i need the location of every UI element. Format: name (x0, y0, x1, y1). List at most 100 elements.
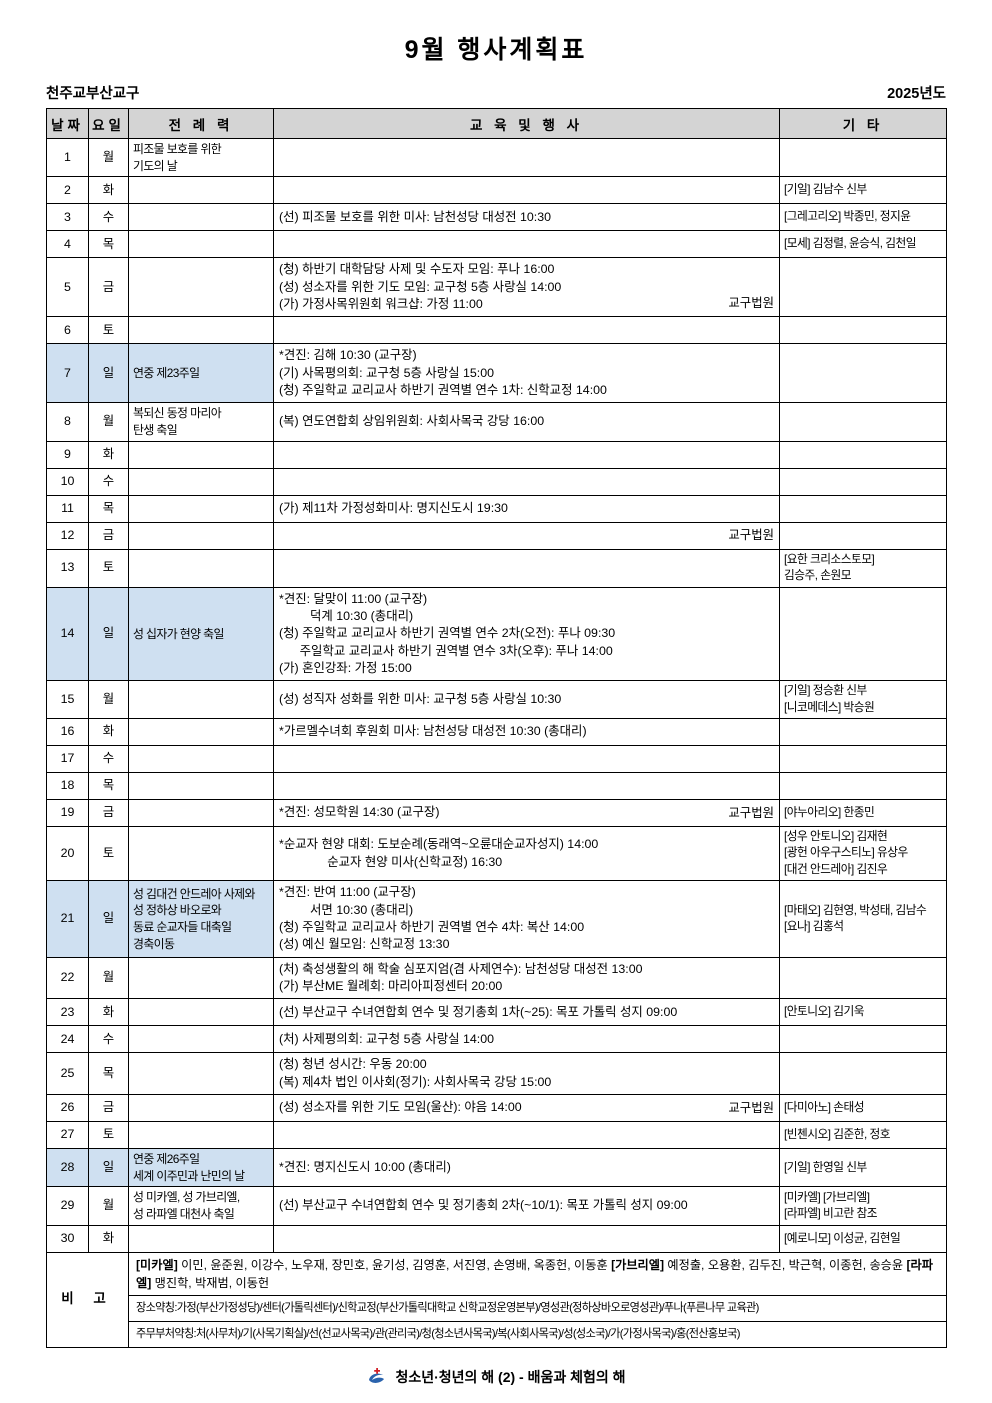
day-cell: 토 (88, 316, 129, 345)
liturgy-cell (128, 680, 274, 720)
day-cell: 월 (88, 137, 129, 178)
etc-cell: [성우 안토니오] 김재현 [광헌 아우구스티노] 유상우 [대건 안드레아] 김진… (779, 826, 947, 882)
page-footer: 청소년·청년의 해 (2) - 배움과 체험의 해 (46, 1366, 946, 1388)
events-cell (273, 440, 780, 469)
liturgy-cell: 성 김대건 안드레아 사제와 성 정하상 바오로와 동료 순교자들 대축일 경축이동 (128, 880, 274, 958)
date-cell: 8 (46, 402, 89, 442)
remarks-names: [미카엘] 이민, 윤준원, 이강수, 노우재, 장민호, 윤기성, 김영훈, … (129, 1253, 946, 1297)
date-cell: 19 (46, 799, 89, 828)
etc-line: [다미아노] 손태성 (784, 1100, 865, 1114)
liturgy-cell: 성 십자가 현양 축일 (128, 586, 274, 682)
table-row: 26 금 (성) 성소자를 위한 기도 모임(울산): 야음 14:00 교구법원… (46, 1094, 947, 1123)
liturgy-cell (128, 203, 274, 232)
table-row: 29 월 성 미카엘, 성 가브리엘, 성 라파엘 대천사 축일 (선) 부산교구… (46, 1186, 947, 1226)
remarks-row: 비 고 [미카엘] 이민, 윤준원, 이강수, 노우재, 장민호, 윤기성, 김… (46, 1251, 947, 1348)
event-line: (처) 사제평의회: 교구청 5층 사랑실 14:00 (279, 1031, 494, 1046)
events-cell: (가) 제11차 가정성화미사: 명지신도시 19:30 (273, 494, 780, 523)
etc-cell (779, 772, 947, 801)
date-cell: 26 (46, 1094, 89, 1123)
etc-line: [성우 안토니오] 김재현 (784, 830, 888, 844)
table-row: 4 목 [모세] 김정렬, 윤승식, 김천일 (46, 230, 947, 259)
table-row: 15 월 (성) 성직자 성화를 위한 미사: 교구청 5층 사랑실 10:30… (46, 680, 947, 720)
date-cell: 28 (46, 1148, 89, 1188)
liturgy-line: 세계 이주민과 난민의 날 (133, 1168, 245, 1183)
events-cell: (청) 청년 성시간: 우동 20:00 (복) 제4차 법인 이사회(정기): … (273, 1052, 780, 1096)
table-header-row: 날짜 요일 전 례 력 교 육 및 행 사 기 타 (46, 108, 947, 139)
etc-line: [미카엘] [가브리엘] (784, 1190, 870, 1204)
date-cell: 1 (46, 137, 89, 178)
liturgy-line: 성 미카엘, 성 가브리엘, (133, 1190, 240, 1205)
day-cell: 수 (88, 467, 129, 496)
etc-cell (779, 137, 947, 178)
day-cell: 목 (88, 494, 129, 523)
table-row: 5 금 (청) 하반기 대학담당 사제 및 수도자 모임: 푸나 16:00 (성… (46, 257, 947, 318)
table-row: 25 목 (청) 청년 성시간: 우동 20:00 (복) 제4차 법인 이사회(… (46, 1052, 947, 1096)
day-cell: 수 (88, 745, 129, 774)
liturgy-line: 피조물 보호를 위한 (133, 142, 222, 156)
diocese-name: 천주교부산교구 (46, 86, 140, 102)
events-cell: *견진: 성모학원 14:30 (교구장) 교구법원 (273, 799, 780, 828)
event-line: (선) 부산교구 수녀연합회 연수 및 정기총회 2차(~10/1): 목포 가… (279, 1198, 688, 1213)
events-cell: (청) 하반기 대학담당 사제 및 수도자 모임: 푸나 16:00 (성) 성소… (273, 257, 780, 318)
table-row: 17 수 (46, 745, 947, 774)
day-cell: 일 (88, 1148, 129, 1188)
etc-cell: [안토니오] 김기욱 (779, 998, 947, 1027)
etc-cell (779, 718, 947, 747)
events-cell: (선) 피조물 보호를 위한 미사: 남천성당 대성전 10:30 (273, 203, 780, 232)
events-cell: (처) 축성생활의 해 학술 심포지엄(겸 사제연수): 남천성당 대성전 13… (273, 956, 780, 1000)
diocese-logo (369, 1367, 385, 1383)
liturgy-line: 성 십자가 현양 축일 (133, 626, 224, 641)
day-cell: 토 (88, 548, 129, 588)
events-cell (273, 548, 780, 588)
event-line: (가) 가정사목위원회 워크샵: 가정 11:00 (279, 297, 483, 312)
table-row: 10 수 (46, 467, 947, 496)
liturgy-cell (128, 230, 274, 259)
liturgy-cell (128, 956, 274, 1000)
liturgy-line: 성 라파엘 대천사 축일 (133, 1207, 235, 1222)
etc-line: 김승주, 손원모 (784, 569, 852, 583)
table-row: 2 화 [기일] 김남수 신부 (46, 176, 947, 205)
date-cell: 30 (46, 1224, 89, 1253)
liturgy-cell: 연중 제26주일 세계 이주민과 난민의 날 (128, 1148, 274, 1188)
liturgy-cell (128, 521, 274, 550)
day-cell: 금 (88, 1094, 129, 1123)
day-cell: 화 (88, 176, 129, 205)
event-line: (청) 주일학교 교리교사 하반기 권역별 연수 2차(오전): 푸나 09:3… (279, 626, 616, 641)
events-cell: *가르멜수녀회 후원회 미사: 남천성당 대성전 10:30 (총대리) (273, 718, 780, 747)
table-row: 19 금 *견진: 성모학원 14:30 (교구장) 교구법원 [야누아리오] 한… (46, 799, 947, 828)
table-row: 30 화 [예로니모] 이성균, 김현일 (46, 1224, 947, 1253)
subheader: 천주교부산교구 2025년도 (46, 82, 946, 103)
remarks-group-label: [라파엘] (136, 1257, 933, 1290)
etc-cell (779, 343, 947, 404)
events-cell: (선) 부산교구 수녀연합회 연수 및 정기총회 2차(~10/1): 목포 가… (273, 1186, 780, 1226)
etc-cell: [마태오] 김현영, 박성태, 김남수 [요나] 김홍석 (779, 880, 947, 958)
court-note: 교구법원 (728, 296, 774, 311)
table-row: 18 목 (46, 772, 947, 801)
court-note: 교구법원 (728, 1100, 774, 1115)
etc-cell (779, 257, 947, 318)
liturgy-cell (128, 548, 274, 588)
etc-cell (779, 467, 947, 496)
liturgy-line: 연중 제23주일 (133, 366, 200, 381)
events-cell: *견진: 달맞이 11:00 (교구장) 덕계 10:30 (총대리) (청) 주… (273, 586, 780, 682)
etc-line: [안토니오] 김기욱 (784, 1005, 865, 1019)
events-cell: *견진: 김해 10:30 (교구장) (기) 사목평의회: 교구청 5층 사랑실… (273, 343, 780, 404)
etc-line: [예로니모] 이성균, 김현일 (784, 1231, 901, 1245)
event-line: (가) 혼인강좌: 가정 15:00 (279, 660, 412, 675)
etc-cell: [야누아리오] 한종민 (779, 799, 947, 828)
events-cell (273, 772, 780, 801)
date-cell: 10 (46, 467, 89, 496)
page-title: 9월 행사계획표 (404, 36, 588, 64)
day-cell: 금 (88, 521, 129, 550)
remarks-group-label: [가브리엘] (611, 1257, 665, 1272)
liturgy-line: 탄생 축일 (133, 423, 178, 438)
events-cell: (성) 성직자 성화를 위한 미사: 교구청 5층 사랑실 10:30 (273, 680, 780, 720)
events-cell: *순교자 현양 대회: 도보순례(동래역~오륜대순교자성지) 14:00 순교자… (273, 826, 780, 882)
etc-line: [기일] 김남수 신부 (784, 183, 867, 197)
day-cell: 금 (88, 799, 129, 828)
etc-cell: [요한 크리소스토모] 김승주, 손원모 (779, 548, 947, 588)
table-row: 9 화 (46, 440, 947, 469)
events-cell: 교구법원 (273, 521, 780, 550)
etc-line: [요한 크리소스토모] (784, 552, 875, 566)
table-row: 20 토 *순교자 현양 대회: 도보순례(동래역~오륜대순교자성지) 14:0… (46, 826, 947, 882)
